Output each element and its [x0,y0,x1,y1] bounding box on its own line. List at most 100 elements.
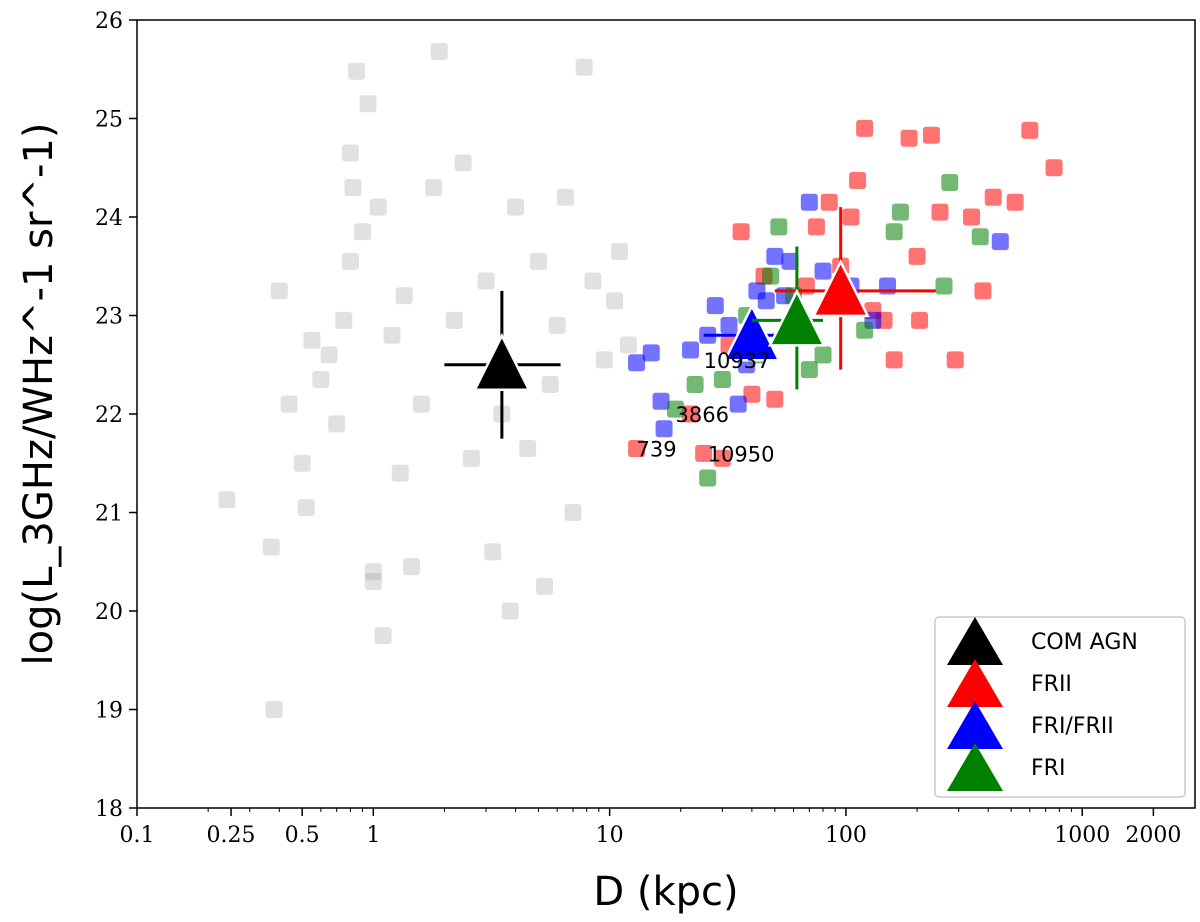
com-agn-point [303,331,321,349]
com-agn-point [454,154,472,172]
com-agn-legend-label: COM AGN [1031,630,1138,655]
frii-legend-label: FRII [1031,672,1072,697]
y-tick-label: 20 [95,600,123,625]
x-tick-label: 0.5 [285,823,320,848]
frii-point [885,351,903,369]
fri-point [856,321,874,339]
com-agn-point [320,346,338,364]
com-agn-point [430,43,448,61]
fri-frii-point [757,292,775,310]
frii-point [695,444,713,462]
frii-point [963,208,981,226]
frii-point [946,351,964,369]
com-agn-point [477,272,495,290]
com-agn-point [595,351,613,369]
com-agn-point [519,439,537,457]
frii-point [931,203,949,221]
annotation-label: 10937 [704,349,771,373]
x-axis-title: D (kpc) [593,869,738,915]
frii-point [713,449,731,467]
y-tick-label: 19 [95,699,123,724]
y-tick-label: 26 [95,9,123,34]
com-agn-point [575,58,593,76]
annotation-label: 10950 [708,442,775,466]
frii-point [1045,159,1063,177]
fri-point [686,375,704,393]
com-agn-point [501,602,519,620]
frii-point [682,405,700,423]
com-agn-legend-marker [947,617,1003,665]
com-agn-point [391,464,409,482]
frii-median-marker [774,207,936,370]
y-tick-label: 25 [95,108,123,133]
fri-frii-legend-label: FRI/FRII [1031,714,1114,739]
com-agn-point [364,563,382,581]
com-agn-points-layer [218,43,637,718]
com-agn-point [484,543,502,561]
frii-point [766,390,784,408]
fri-frii-point [814,262,832,280]
y-tick-label: 23 [95,305,123,330]
fri-frii-point [652,392,670,410]
com-agn-point [374,627,392,645]
frii-point [628,439,646,457]
x-axis: 0.1 0.25 0.5 1 10 100 1000 2000 [120,808,1181,848]
com-agn-point [507,198,525,216]
com-agn-point [383,326,401,344]
frii-point [922,126,940,144]
y-tick-label: 18 [95,797,123,822]
com-agn-point [353,223,371,241]
frii-legend-marker [947,659,1003,707]
com-agn-point [610,242,628,260]
x-tick-label: 100 [825,823,867,848]
radio-class-points-layer [628,119,1063,487]
fri-frii-median-marker [703,303,785,362]
com-agn-point [341,144,359,162]
com-agn-point [535,577,553,595]
fri-point [770,218,788,236]
com-agn-point [270,282,288,300]
com-agn-point [369,198,387,216]
annotation-label: 739 [637,437,677,461]
com-agn-point [341,252,359,270]
com-agn-point [297,499,315,517]
fri-point [762,267,780,285]
com-agn-point [265,701,283,718]
median-markers-layer [444,207,936,439]
fri-legend-label: FRI [1031,756,1065,781]
frii-point [842,208,860,226]
frii-point [911,311,929,329]
fri-point [699,469,717,487]
com-agn-point [218,491,236,509]
fri-point [666,400,684,418]
fri-frii-point [800,193,818,211]
com-agn-triangle [472,332,531,391]
x-tick-label: 1000 [1054,823,1110,848]
com-agn-point [529,252,547,270]
fri-point [935,277,953,295]
fri-frii-point [766,247,784,265]
frii-point [856,119,874,137]
frii-point [849,172,867,190]
fri-frii-point [706,297,724,315]
y-axis: 18 19 20 21 22 23 24 25 26 [95,9,137,822]
fri-frii-legend-marker [947,701,1003,749]
com-agn-point [541,375,559,393]
fri-point [713,371,731,389]
x-tick-label: 10 [596,823,624,848]
com-agn-point [606,292,624,310]
frii-point [807,218,825,236]
com-agn-point [445,311,463,329]
fri-frii-point [655,420,673,438]
com-agn-point [364,572,382,590]
fri-point [971,228,989,246]
com-agn-point [413,395,431,413]
fri-frii-point [991,233,1009,251]
x-tick-label: 0.25 [207,823,256,848]
fri-median-marker [751,246,826,390]
com-agn-point [280,395,298,413]
com-agn-point [402,558,420,576]
frii-point [900,129,918,147]
com-agn-point [344,178,362,196]
